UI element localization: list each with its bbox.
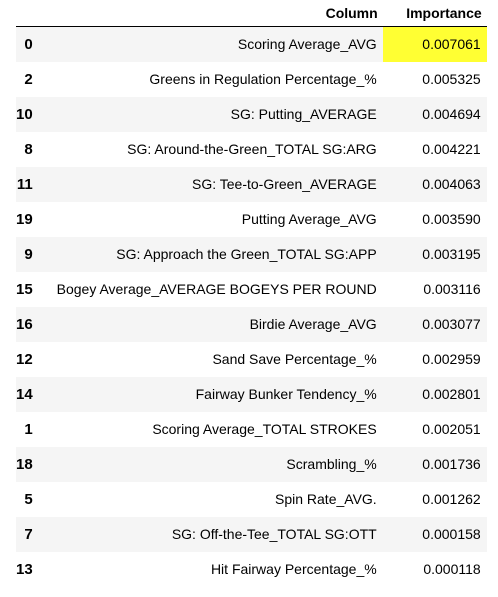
row-importance-value: 0.004063: [422, 176, 481, 192]
row-column-name: SG: Putting_AVERAGE: [230, 106, 377, 122]
row-importance-value: 0.004694: [422, 106, 481, 122]
row-index: 0: [24, 35, 33, 53]
row-column-name: Scoring Average_AVG: [237, 36, 377, 53]
row-importance-value: 0.004221: [422, 141, 481, 157]
table-row: 9 SG: Approach the Green_TOTAL SG:APP 0.00…: [16, 236, 487, 272]
row-column-name: Greens in Regulation Percentage_%: [149, 71, 377, 87]
row-column-name: SG: Around-the-Green_TOTAL SG:ARG: [127, 141, 377, 157]
table-row: 11 SG: Tee-to-Green_AVERAGE 0.004063: [16, 166, 487, 202]
table-row: 10 SG: Putting_AVERAGE 0.004694: [16, 96, 487, 132]
row-index: 9: [24, 245, 33, 263]
row-importance-value: 0.000158: [422, 526, 481, 542]
column-header: Column: [48, 0, 383, 27]
row-index: 2: [24, 70, 33, 88]
header-row: Column Importance: [16, 0, 487, 27]
row-importance-value: 0.003116: [423, 281, 481, 297]
table-row: 5 Spin Rate_AVG. 0.001262: [16, 481, 487, 517]
row-importance-value: 0.002801: [422, 386, 481, 402]
row-column-name: Scrambling_%: [286, 456, 377, 472]
row-index: 1: [24, 420, 33, 438]
table-row: 15 Bogey Average_AVERAGE BOGEYS PER ROUND…: [16, 271, 487, 307]
row-index: 11: [16, 175, 33, 193]
row-importance-value: 0.002051: [422, 421, 481, 437]
row-index: 5: [24, 490, 33, 508]
table-row: 13 Hit Fairway Percentage_% 0.000118: [16, 551, 487, 587]
table-row: 0 Scoring Average_AVG 0.007061: [16, 26, 487, 62]
table-row: 8 SG: Around-the-Green_TOTAL SG:ARG 0.0042…: [16, 131, 487, 167]
row-importance-value: 0.005325: [422, 71, 481, 87]
index-header: [16, 0, 49, 27]
row-importance-value: 0.003590: [422, 211, 481, 227]
importance-table: Column Importance 0 Scoring Average_AVG 0.…: [16, 0, 487, 587]
row-index: 10: [16, 105, 33, 123]
table-row: 12 Sand Save Percentage_% 0.002959: [16, 341, 487, 377]
row-column-name: SG: Tee-to-Green_AVERAGE: [192, 176, 377, 192]
row-column-name: Bogey Average_AVERAGE BOGEYS PER ROUND: [56, 281, 377, 297]
row-index: 7: [24, 525, 33, 543]
table-row: 1 Scoring Average_TOTAL STROKES 0.002051: [16, 411, 487, 447]
table-row: 2 Greens in Regulation Percentage_% 0.0053…: [16, 61, 487, 97]
row-importance-value: 0.001736: [422, 456, 481, 472]
row-index: 16: [16, 315, 33, 333]
row-column-name: Fairway Bunker Tendency_%: [195, 386, 377, 402]
row-importance-value: 0.007061: [382, 26, 487, 62]
table-row: 18 Scrambling_% 0.001736: [16, 446, 487, 482]
row-column-name: SG: Approach the Green_TOTAL SG:APP: [116, 246, 377, 262]
row-column-name: SG: Off-the-Tee_TOTAL SG:OTT: [171, 526, 377, 542]
row-column-name: Hit Fairway Percentage_%: [210, 561, 377, 577]
row-importance-value: 0.003077: [422, 316, 481, 332]
row-index: 15: [16, 280, 33, 298]
row-importance-value: 0.001262: [422, 491, 481, 507]
row-index: 12: [16, 350, 33, 368]
row-index: 19: [16, 210, 33, 228]
table-row: 16 Birdie Average_AVG 0.003077: [16, 306, 487, 342]
row-importance-value: 0.000118: [423, 561, 481, 577]
table-body: 0 Scoring Average_AVG 0.007061 2 Greens in R…: [16, 26, 487, 587]
importance-header: Importance: [382, 0, 487, 27]
row-importance-value: 0.002959: [422, 351, 481, 367]
row-index: 18: [16, 455, 33, 473]
row-index: 14: [16, 385, 33, 403]
row-importance-value: 0.003195: [422, 246, 481, 262]
row-column-name: Spin Rate_AVG.: [275, 491, 377, 507]
row-index: 13: [16, 560, 33, 578]
table-row: 19 Putting Average_AVG 0.003590: [16, 201, 487, 237]
table-row: 7 SG: Off-the-Tee_TOTAL SG:OTT 0.000158: [16, 516, 487, 552]
row-column-name: Sand Save Percentage_%: [212, 351, 377, 367]
row-column-name: Birdie Average_AVG: [249, 316, 377, 332]
row-column-name: Scoring Average_TOTAL STROKES: [152, 421, 377, 437]
table-row: 14 Fairway Bunker Tendency_% 0.002801: [16, 376, 487, 412]
row-index: 8: [24, 140, 33, 158]
row-column-name: Putting Average_AVG: [241, 211, 377, 227]
